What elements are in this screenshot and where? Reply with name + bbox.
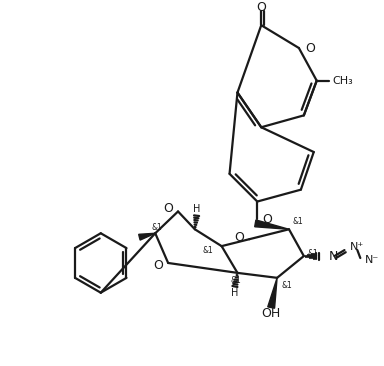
Text: O: O (256, 1, 266, 14)
Text: O: O (305, 42, 315, 56)
Text: &1: &1 (230, 276, 241, 285)
Text: H: H (231, 288, 238, 298)
Text: CH₃: CH₃ (333, 76, 353, 86)
Text: &1: &1 (152, 223, 162, 232)
Text: O: O (235, 231, 244, 244)
Text: &1: &1 (203, 246, 214, 255)
Text: N⁻: N⁻ (365, 255, 379, 265)
Text: N: N (329, 250, 338, 262)
Text: O: O (262, 213, 272, 226)
Polygon shape (255, 220, 289, 229)
Text: &1: &1 (308, 249, 319, 258)
Text: O: O (153, 259, 163, 272)
Text: O: O (163, 202, 173, 215)
Polygon shape (139, 233, 155, 240)
Text: OH: OH (262, 307, 281, 320)
Text: N⁺: N⁺ (349, 242, 364, 252)
Text: &1: &1 (281, 281, 292, 290)
Text: H: H (193, 205, 200, 214)
Text: &1: &1 (293, 217, 304, 226)
Polygon shape (268, 278, 277, 308)
